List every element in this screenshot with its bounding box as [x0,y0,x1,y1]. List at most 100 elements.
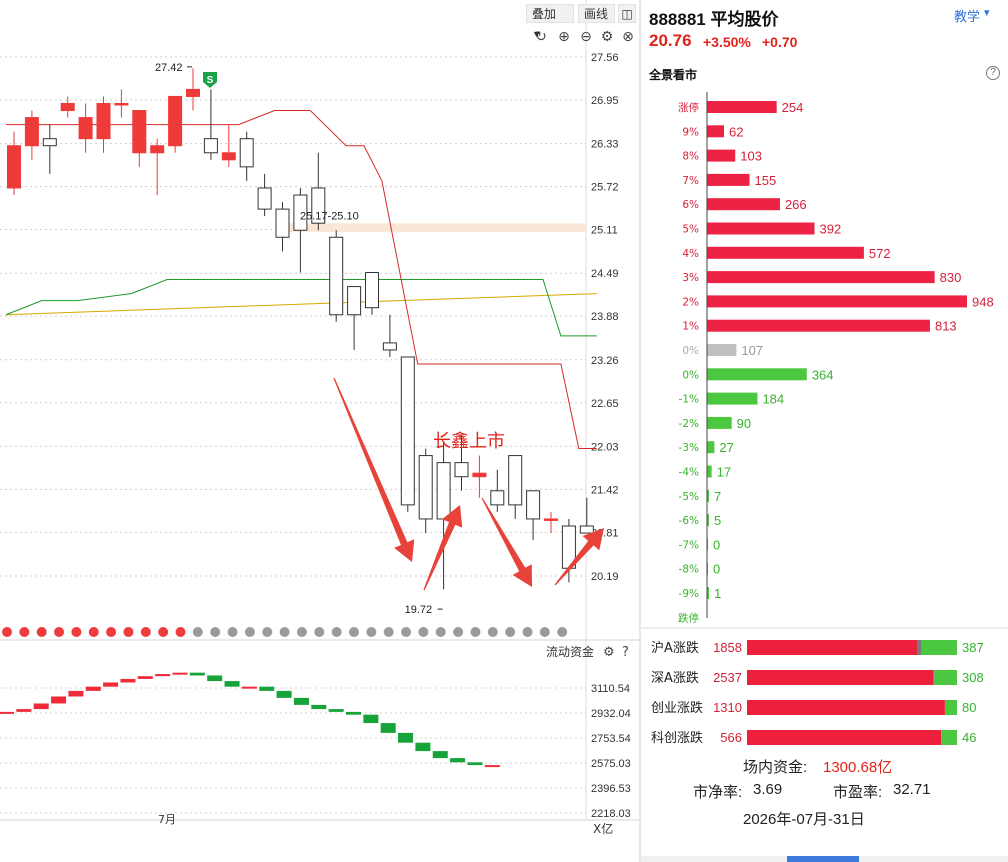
candle [526,490,541,520]
signal-dot [192,627,203,637]
settings-icon[interactable]: ⚙ [603,645,615,660]
distribution-bar [707,295,967,308]
distribution-bar [707,319,930,332]
chevron-icon[interactable]: ▾ [984,7,990,19]
fund-bar [363,714,379,724]
ma-line-green [5,279,597,337]
close-icon[interactable]: ⊗ [622,29,634,45]
fund-tick: 2753.54 [591,733,631,745]
signal-dot [296,627,307,637]
candle [508,455,523,506]
row-label: 4% [682,248,699,260]
overlay-button[interactable]: 叠加 ▼ [526,4,574,39]
row-label: 3% [682,272,699,284]
row-label: 跌停 [678,611,699,624]
signal-dot [158,627,169,637]
up-count: 2537 [713,670,742,685]
bar-value: 5 [714,513,721,528]
candle [42,138,57,147]
candle [311,187,326,224]
price-tick: 26.33 [591,139,619,151]
signal-dot [88,627,99,637]
market-title: 全景看市 [649,68,698,82]
draw-button[interactable]: 画线 [578,4,615,23]
fund-bar [259,686,275,691]
candle [293,194,308,231]
price-tick: 25.11 [591,225,618,237]
unit-label: X亿 [593,821,613,836]
high-label: 27.42 [155,62,183,74]
signal-dot [505,627,516,637]
zoom-out-icon[interactable]: ⊖ [580,29,592,45]
teaching-link[interactable]: 教学 [954,9,981,24]
zoom-in-icon[interactable]: ⊕ [558,29,570,45]
signal-dot [36,627,47,637]
signal-dot [435,627,446,637]
fund-tick: 2218.03 [591,808,631,820]
main-chart[interactable]: 27.56 26.95 26.33 25.72 25.11 24.49 23.88 23.26… [0,0,641,862]
fund-bar [276,690,292,698]
fund-title: 流动资金 [546,644,594,659]
candle [150,145,165,154]
distribution-bar [707,246,864,259]
flat-bar [917,640,922,655]
candle [257,187,272,210]
x-label: 7月 [158,813,176,826]
distribution-bar [707,125,725,138]
signal-dot [314,627,325,637]
candle [275,208,290,238]
price-tick: 26.95 [591,95,619,107]
bar-value: 266 [785,197,807,212]
bar-value: 364 [812,367,834,382]
settings-icon[interactable]: ⚙ [601,29,614,45]
stack-label: 深A涨跌 [651,670,699,686]
signal-dot [383,627,394,637]
refresh-icon[interactable]: ↻ [535,29,547,45]
bar-value: 62 [729,124,743,139]
bar-value: 103 [740,149,762,164]
pb-label: 市净率: [693,784,743,801]
up-count: 566 [720,730,742,745]
fund-bar [189,672,205,676]
up-bar [747,700,945,715]
up-count: 1858 [713,640,742,655]
fund-bar [16,709,32,712]
distribution-bar [707,198,780,211]
up-bar [747,670,934,685]
help-icon[interactable]: ? [622,645,629,660]
fund-bar [380,723,396,733]
candle [544,518,558,521]
down-bar [944,700,957,715]
distribution-bar [707,514,709,527]
arrow-up [423,505,463,591]
fund-tick: 2575.03 [591,758,631,770]
signal-dot [331,627,342,637]
signal-dot [487,627,498,637]
row-label: -6% [679,515,699,527]
bar-value: 90 [737,416,751,431]
candle [78,117,93,140]
question-icon[interactable]: ? [986,66,1000,80]
row-label: 8% [682,151,699,163]
signal-dot [210,627,221,637]
candle [329,236,344,316]
candle [168,95,183,147]
price-band [283,223,586,233]
candle [221,152,236,161]
candle [579,525,594,534]
panel-icon[interactable]: ◫ [618,4,636,23]
candle [382,342,397,351]
distribution-bar [707,101,777,113]
draw-label: 画线 [584,7,609,21]
pe-value: 32.71 [893,781,931,798]
bar-value: 0 [713,537,720,552]
active-tab[interactable] [787,856,859,862]
annotation-text: 长鑫上市 [433,431,505,452]
price-tick: 22.03 [591,441,619,453]
arrow-up [554,528,604,586]
candle [60,102,75,112]
fund-bar [241,686,257,689]
signal-dot [71,627,82,637]
fund-bar [33,703,49,710]
flat-bar [933,670,935,685]
